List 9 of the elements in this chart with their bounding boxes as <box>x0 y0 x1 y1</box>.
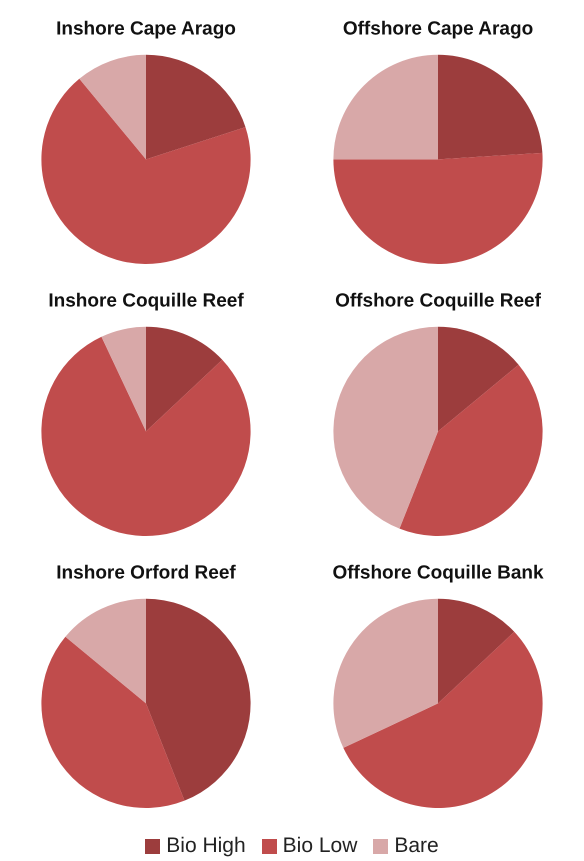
legend-label: Bare <box>394 834 439 858</box>
chart-title: Offshore Coquille Bank <box>332 562 544 584</box>
chart-title: Offshore Coquille Reef <box>335 290 542 312</box>
legend-label: Bio High <box>166 834 246 858</box>
legend-label: Bio Low <box>282 834 358 858</box>
chart-title: Inshore Coquille Reef <box>48 290 244 312</box>
chart-title: Offshore Cape Arago <box>342 18 534 40</box>
chart-title: Inshore Cape Arago <box>56 18 236 40</box>
chart-title: Inshore Orford Reef <box>56 562 236 584</box>
